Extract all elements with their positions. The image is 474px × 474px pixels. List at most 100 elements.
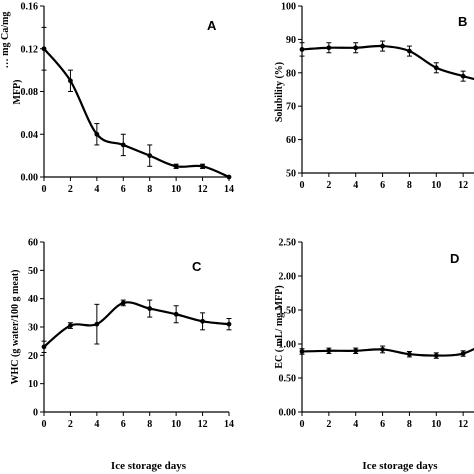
x-tick-label: 10 [171, 419, 181, 430]
data-point [407, 48, 412, 54]
y-axis-label: Solubility (%) [274, 62, 285, 122]
data-point [41, 46, 47, 52]
x-tick-label: 6 [121, 419, 126, 430]
data-point [353, 45, 359, 51]
x-tick-label: 10 [431, 419, 441, 430]
y-tick-label: 50 [28, 266, 38, 277]
data-point [226, 321, 232, 327]
y-tick-label: 100 [281, 2, 296, 13]
y-axis-label: MFP) [12, 80, 23, 105]
data-point [94, 321, 100, 327]
x-tick-label: 8 [147, 419, 152, 430]
chart-panel-a: 0.00 0.04 0.08 0.12 0.16 0 2 4 6 8 10 12 14 A MFP)… mg… [0, 2, 234, 196]
y-tick-label: 1.00 [279, 340, 297, 351]
data-point [353, 348, 359, 354]
y-tick-label: 0.00 [21, 173, 39, 184]
chart-panel-d: 0.00 0.50 1.00 1.50 2.00 2.50 0 2 4 6 8 10 12 D EC ( m… [274, 238, 474, 472]
panel-letter: A [207, 18, 217, 33]
y-tick-label: 0.08 [21, 87, 39, 98]
x-axis-label: Ice storage days [362, 460, 438, 472]
panel-letter: D [450, 251, 459, 266]
data-point [68, 323, 73, 328]
x-tick-label: 6 [380, 419, 385, 430]
data-point [200, 318, 205, 324]
y-axis-label: WHC (g water/100 g meat) [10, 270, 21, 385]
data-point [433, 353, 439, 358]
y-tick-label: 50 [286, 169, 296, 180]
y-tick-label: 0.50 [279, 374, 297, 385]
data-point [173, 311, 179, 317]
x-tick-label: 2 [326, 180, 331, 191]
y-tick-label: 0.04 [21, 130, 39, 141]
x-tick-label: 8 [147, 184, 152, 195]
data-point [407, 351, 412, 357]
x-tick-label: 12 [198, 184, 208, 195]
x-tick-label: 2 [68, 184, 73, 195]
data-point [460, 351, 466, 356]
data-point [433, 65, 439, 71]
x-tick-label: 12 [458, 419, 468, 430]
data-point [380, 43, 385, 49]
x-tick-label: 2 [326, 419, 331, 430]
y-tick-label: 30 [28, 323, 38, 334]
x-tick-label: 4 [353, 180, 358, 191]
data-point [173, 163, 179, 169]
chart-panel-c: 0 10 20 30 40 50 60 0 2 4 6 8 10 12 14 C WHC (g water/10… [10, 238, 234, 473]
x-tick-label: 6 [121, 184, 126, 195]
x-tick-label: 14 [224, 419, 234, 430]
panel-letter: C [192, 259, 202, 274]
data-point [147, 153, 153, 159]
x-tick-label: 14 [224, 184, 234, 195]
y-tick-label: 60 [286, 135, 296, 146]
data-point [326, 45, 332, 51]
y-tick-label: 90 [286, 35, 296, 46]
y-tick-label: 2.50 [279, 238, 297, 249]
y-axis-label-partial: … mg Ca/mg [0, 12, 11, 69]
y-tick-label: 0.00 [279, 408, 297, 419]
y-tick-label: 2.00 [279, 272, 297, 283]
y-tick-label: 0.12 [21, 44, 39, 55]
y-tick-label: 80 [286, 68, 296, 79]
y-axis-label: EC ( mL/ mg MFP) [274, 285, 285, 368]
data-point [200, 163, 205, 169]
y-tick-label: 1.50 [279, 306, 297, 317]
series-line [301, 44, 474, 81]
x-tick-label: 12 [458, 180, 468, 191]
x-tick-label: 0 [300, 419, 305, 430]
data-point [120, 142, 126, 148]
x-tick-label: 8 [407, 180, 412, 191]
data-point [41, 344, 47, 350]
x-tick-label: 4 [94, 419, 99, 430]
x-tick-label: 4 [353, 419, 358, 430]
y-tick-label: 60 [28, 238, 38, 249]
data-point [326, 348, 332, 354]
y-tick-label: 10 [28, 379, 38, 390]
x-tick-label: 0 [300, 180, 305, 191]
chart-panel-b: 50 60 70 80 90 100 0 2 4 6 8 10 12 B Solubility (%) [274, 2, 474, 191]
y-tick-label: 0 [33, 408, 38, 419]
x-axis-label: Ice storage days [111, 460, 187, 472]
data-point [94, 131, 100, 137]
series-line [43, 48, 230, 179]
x-tick-label: 2 [68, 419, 73, 430]
data-point [299, 47, 305, 52]
x-tick-label: 0 [42, 184, 47, 195]
y-tick-label: 20 [28, 351, 38, 362]
x-tick-label: 4 [94, 184, 99, 195]
x-tick-label: 0 [42, 419, 47, 430]
data-point [460, 73, 466, 79]
data-point [226, 174, 232, 180]
data-point [147, 306, 153, 311]
y-tick-label: 0.16 [21, 2, 39, 13]
y-tick-label: 40 [28, 294, 38, 305]
data-point [120, 300, 126, 306]
y-tick-label: 70 [286, 102, 296, 113]
data-point [380, 347, 385, 352]
x-tick-label: 10 [171, 184, 181, 195]
panel-letter: B [458, 14, 467, 29]
x-tick-label: 6 [380, 180, 385, 191]
data-point [68, 78, 73, 84]
x-tick-label: 8 [407, 419, 412, 430]
x-tick-label: 12 [198, 419, 208, 430]
